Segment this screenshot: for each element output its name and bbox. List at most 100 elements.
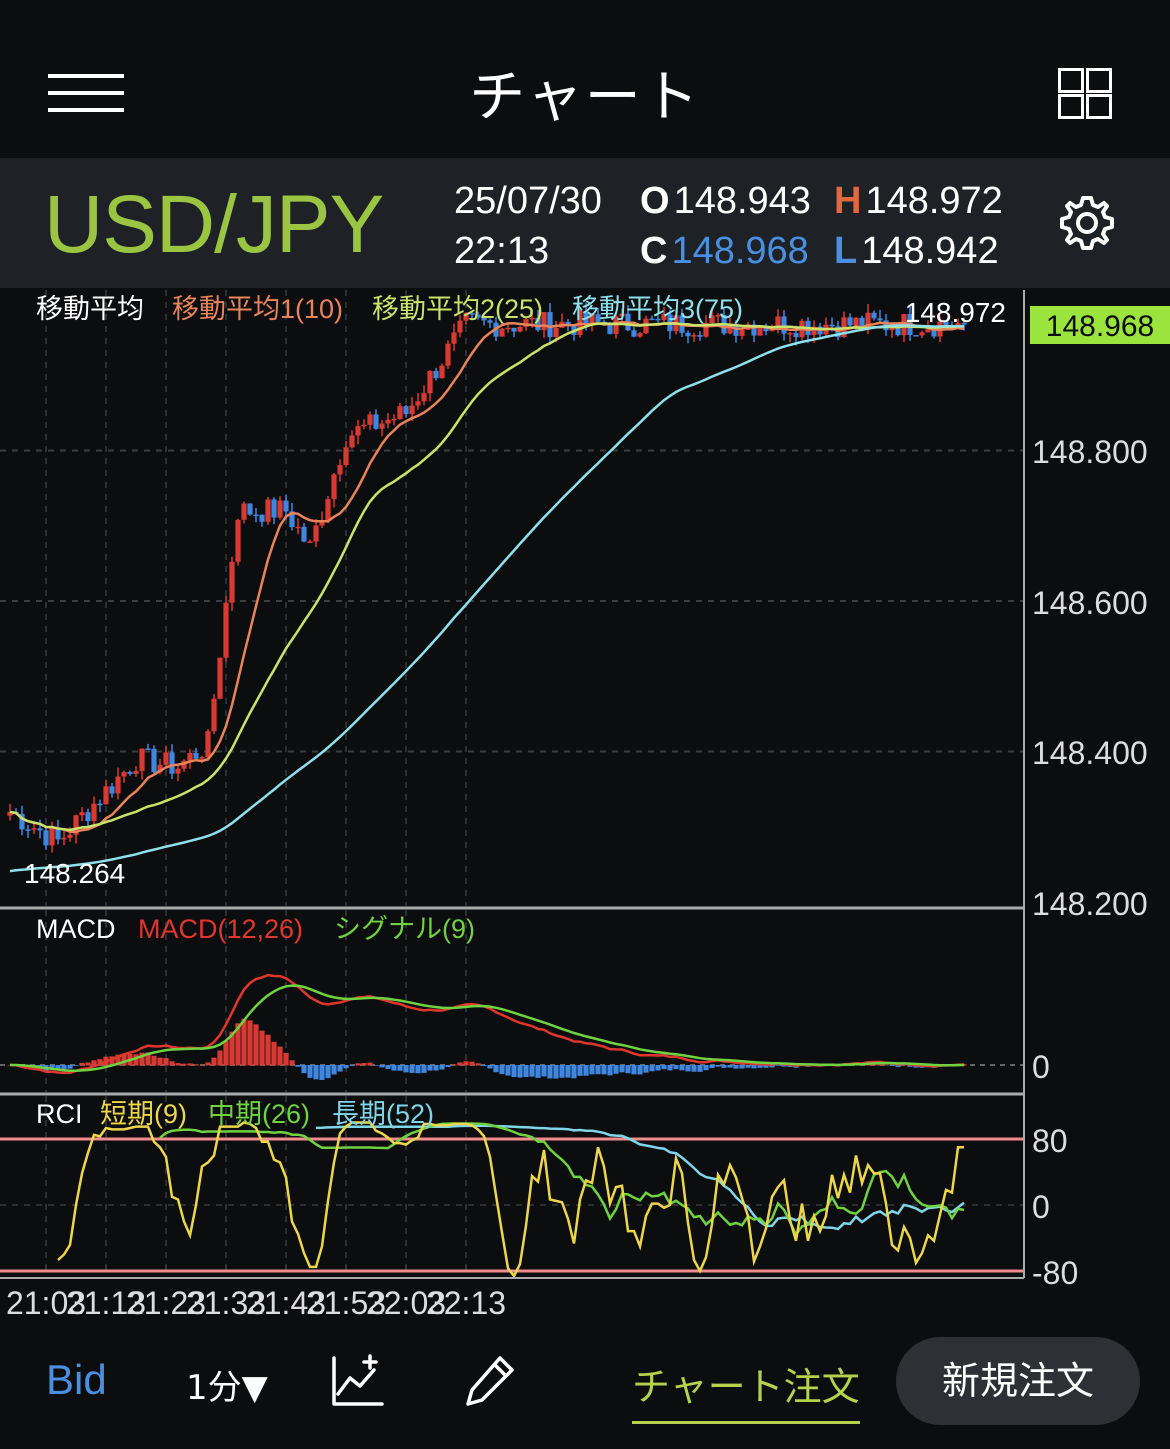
macd-histogram-bar [259,1030,265,1066]
candle-body [271,499,277,518]
macd-histogram-bar [613,1065,619,1074]
drawing-pen-icon[interactable] [462,1352,518,1408]
settings-gear-icon[interactable] [1058,194,1116,252]
candle-body [373,414,379,429]
macd-legend: MACD(12,26) [138,914,303,944]
candle-body [409,405,415,415]
candle-body [637,333,643,337]
price-type-toggle[interactable]: Bid [46,1356,107,1403]
macd-histogram-bar [679,1065,685,1071]
candle-body [439,365,445,379]
candle-body [139,748,145,771]
macd-histogram-bar [589,1065,595,1075]
candle-body [703,323,709,337]
macd-histogram-bar [553,1065,559,1079]
macd-histogram-bar [307,1065,313,1078]
candle-body [169,752,175,774]
macd-histogram-bar [139,1052,145,1066]
low-label: L [834,230,858,272]
candle-body [943,321,949,326]
macd-histogram-bar [703,1065,709,1071]
candle-body [133,770,139,774]
menu-icon[interactable] [48,74,124,112]
candle-body [697,335,703,337]
candle-body [517,326,523,332]
add-indicator-icon[interactable] [330,1352,386,1408]
new-order-button[interactable]: 新規注文 [896,1337,1140,1425]
macd-title: MACD [36,914,116,944]
timeframe-selector[interactable]: 1分▼ [186,1368,268,1408]
macd-histogram-bar [373,1065,379,1066]
current-price-tag [1030,306,1170,344]
candle-body [145,748,151,751]
high-price: H 148.972 [834,180,1003,223]
candle-body [427,370,433,394]
candle-body [367,414,373,425]
macd-histogram-bar [781,1065,787,1067]
candle-body [505,327,511,330]
quote-date: 25/07/30 [454,180,602,222]
macd-histogram-bar [433,1065,439,1071]
macd-histogram-bar [379,1065,385,1068]
candle-body [331,474,337,500]
currency-pair[interactable]: USD/JPY [44,179,384,270]
candle-body [961,323,967,325]
candle-body [199,757,205,759]
candle-body [751,324,757,336]
layout-grid-icon[interactable] [1058,68,1112,119]
candle-body [85,812,91,822]
current-price-label: 148.968 [1046,310,1154,343]
candle-body [445,343,451,366]
candle-body [235,519,241,562]
macd-histogram-bar [733,1065,739,1069]
macd-histogram-bar [295,1065,301,1067]
macd-histogram-bar [415,1065,421,1074]
macd-histogram-bar [541,1065,547,1077]
candle-body [37,828,43,831]
macd-histogram-bar [397,1065,403,1071]
candle-body [55,828,61,840]
candle-body [103,786,109,805]
macd-histogram-bar [325,1065,331,1079]
candle-body [403,406,409,415]
candle-body [355,426,361,436]
macd-histogram-bar [79,1062,85,1066]
macd-histogram-bar [535,1065,541,1078]
candle-body [811,326,817,335]
candle-body [661,314,667,320]
macd-histogram-bar [115,1054,121,1066]
macd-histogram-bar [667,1065,673,1071]
page-title: チャート [469,65,701,130]
macd-histogram-bar [211,1057,217,1066]
open-price: O 148.943 [640,180,811,223]
chart-order-tab[interactable]: チャート注文 [632,1356,860,1424]
price-chart[interactable]: 移動平均 移動平均1(10) 移動平均2(25) 移動平均3(75) 148.9… [0,288,1170,1330]
macd-histogram-bar [487,1065,493,1069]
macd-histogram-bar [895,1065,901,1068]
candle-body [217,657,223,699]
candle-body [415,401,421,406]
macd-histogram-bar [571,1065,577,1079]
candle-body [325,499,331,521]
macd-zero-label: 0 [1032,1049,1050,1085]
macd-histogram-bar [187,1063,193,1066]
macd-histogram-bar [355,1063,361,1066]
macd-histogram-bar [277,1046,283,1066]
candle-body [265,499,271,522]
ma2-line [9,322,965,832]
macd-histogram-bar [637,1065,643,1075]
rci-short-line [57,1121,964,1279]
close-label: C [640,230,668,272]
rci-long-legend: 長期(52) [332,1099,434,1129]
candle-body [397,406,403,420]
candle-body [853,317,859,326]
macd-histogram-bar [229,1031,235,1066]
ma1-legend: 移動平均1(10) [172,294,343,324]
candle-body [289,511,295,528]
macd-histogram-bar [883,1064,889,1066]
rci-tick-label: -80 [1032,1255,1078,1291]
moving-average-lines [9,320,965,873]
candle-body [589,314,595,326]
rci-tick-label: 80 [1032,1123,1068,1159]
